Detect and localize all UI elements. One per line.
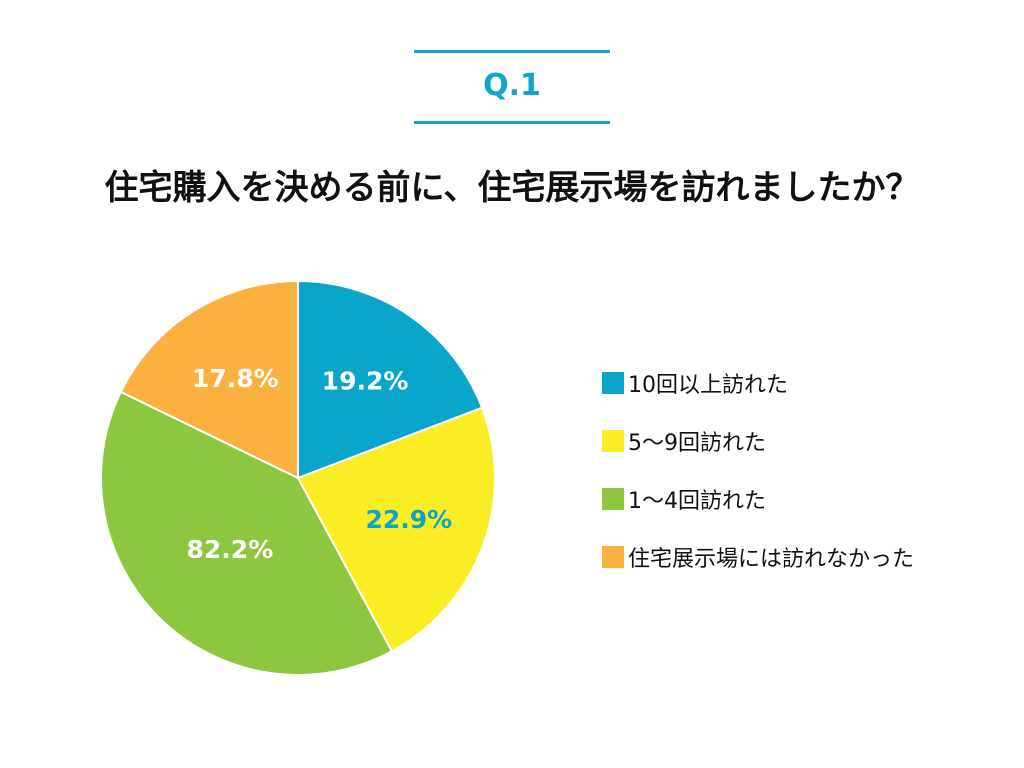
legend-item-1-4: 1〜4回訪れた	[602, 484, 766, 514]
pie-slice-10plus	[297, 279, 484, 480]
legend-swatch-1-4	[602, 488, 624, 510]
legend-item-none: 住宅展示場には訪れなかった	[602, 542, 914, 572]
question-number: Q.1	[483, 68, 541, 103]
pie-slice-1-4	[100, 390, 394, 676]
legend-item-5-9: 5〜9回訪れた	[602, 426, 766, 456]
pie-label-5-9: 22.9%	[365, 505, 452, 534]
pie-label-none: 17.8%	[192, 364, 279, 393]
legend-label-10plus: 10回以上訪れた	[628, 373, 788, 398]
pie-label-1-4: 82.2%	[187, 535, 274, 564]
legend-swatch-5-9	[602, 430, 624, 452]
pie-label-10plus: 19.2%	[322, 367, 409, 396]
question-title: 住宅購入を決める前に、住宅展示場を訪れましたか？	[104, 168, 920, 208]
pie-slice-5-9	[296, 406, 496, 653]
legend-label-5-9: 5〜9回訪れた	[628, 431, 766, 456]
legend-swatch-none	[602, 546, 624, 568]
question-number-top-rule	[414, 50, 610, 53]
legend-item-10plus: 10回以上訪れた	[602, 368, 788, 398]
pie-slice-none	[119, 279, 299, 480]
question-number-block: Q.1	[414, 50, 610, 124]
legend-label-none: 住宅展示場には訪れなかった	[628, 547, 915, 572]
legend-label-1-4: 1〜4回訪れた	[628, 489, 766, 514]
question-number-bottom-rule	[414, 121, 610, 124]
legend-swatch-10plus	[602, 372, 624, 394]
